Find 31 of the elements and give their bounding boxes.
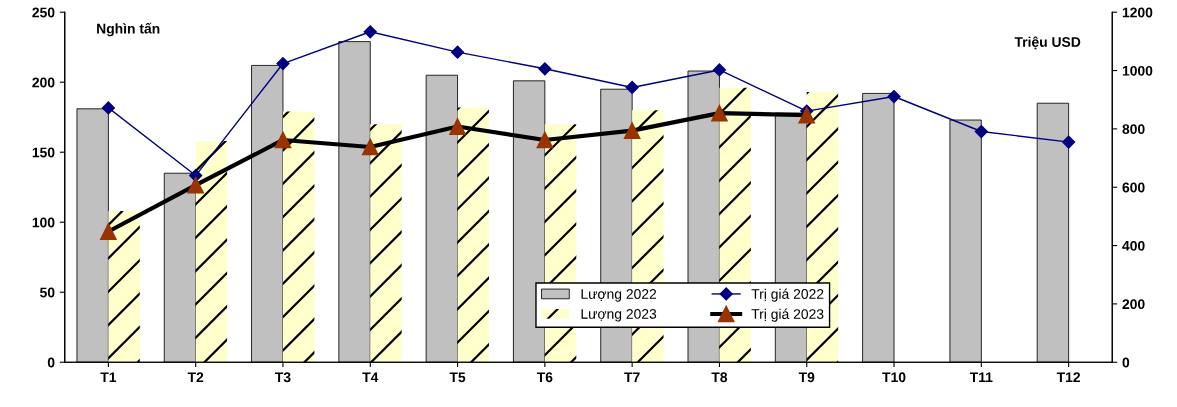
x-tick-label: T4 [362,372,379,383]
x-tick-label: T12 [1056,372,1081,383]
y2-tick-label: 400 [1122,240,1145,251]
x-tick-label: T1 [100,372,117,383]
y2-tick-label: 1200 [1122,7,1153,18]
x-tick-label: T10 [882,372,906,383]
legend-label: Lượng 2023 [581,308,657,322]
y2-tick-label: 600 [1122,182,1145,193]
legend-label: Trị giá 2022 [751,288,824,302]
x-tick-label: T2 [187,372,204,383]
x-tick-label: T11 [969,372,993,383]
x-tick-label: T6 [536,372,553,383]
x-tick-label: T3 [275,372,291,383]
x-tick-label: T7 [624,372,640,383]
legend-label: Trị giá 2023 [751,308,824,322]
y-tick-label: 100 [32,217,55,228]
y-tick-label: 50 [39,287,55,298]
x-tick-label: T8 [711,372,728,383]
y-tick-label: 150 [32,147,55,158]
legend-label: Lượng 2022 [581,289,657,302]
y-tick-label: 200 [32,77,55,88]
y-tick-label: 0 [47,357,55,368]
y2-tick-label: 1000 [1122,65,1153,76]
y2-axis-title: Triệu USD [1014,36,1081,50]
y-tick-label: 250 [32,7,55,18]
y-axis-title: Nghìn tấn [97,22,160,37]
x-tick-label: T5 [449,372,466,383]
y2-tick-label: 0 [1122,357,1130,368]
y2-tick-label: 800 [1122,124,1145,135]
y2-tick-label: 200 [1122,299,1145,310]
x-tick-label: T9 [798,372,815,383]
